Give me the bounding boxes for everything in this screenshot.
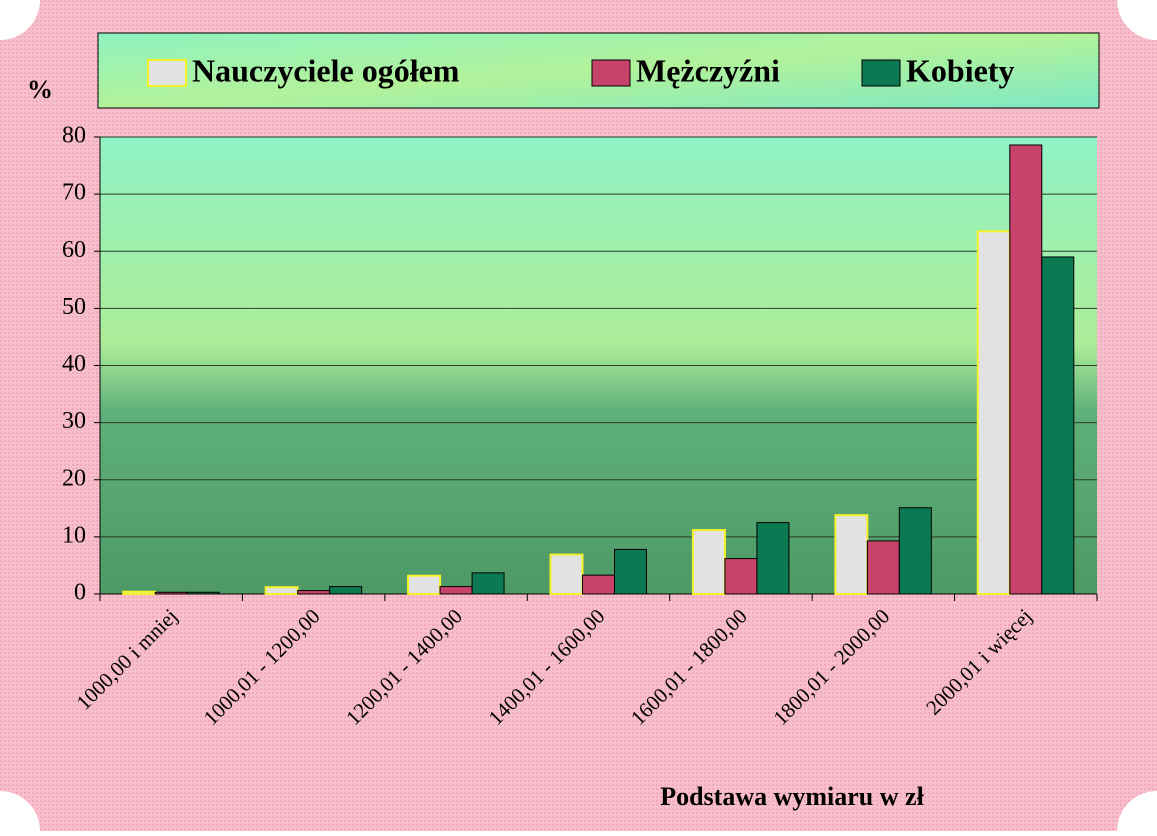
y-tick-label: 60 — [62, 237, 86, 263]
bar — [1009, 144, 1043, 595]
y-tick-label: 50 — [62, 294, 86, 320]
legend-label: Mężczyźni — [636, 52, 780, 88]
legend-label: Kobiety — [906, 52, 1014, 88]
bar — [691, 529, 726, 596]
y-axis-label: % — [27, 75, 53, 104]
bar — [976, 230, 1011, 595]
legend-label: Nauczyciele ogółem — [192, 52, 460, 88]
bar — [264, 586, 299, 596]
legend-swatch — [591, 59, 631, 87]
bar — [549, 553, 584, 595]
bar — [1041, 256, 1075, 595]
bar — [866, 540, 900, 595]
y-tick-label: 10 — [62, 522, 86, 548]
bar — [471, 572, 505, 595]
bar — [154, 591, 188, 595]
y-tick-label: 40 — [62, 351, 86, 377]
bar — [407, 574, 442, 595]
bar — [582, 574, 615, 595]
bar — [439, 586, 473, 595]
bar — [834, 514, 869, 595]
y-tick-label: 80 — [62, 123, 86, 149]
bar — [122, 590, 157, 596]
y-tick-label: 30 — [62, 408, 86, 434]
bar — [186, 591, 220, 595]
bar — [756, 522, 790, 595]
bar — [297, 590, 331, 595]
legend-swatch — [147, 59, 187, 87]
x-axis-label: Podstawa wymiaru w zł — [660, 782, 924, 811]
bar — [329, 586, 363, 595]
bar — [898, 507, 932, 595]
bar — [724, 558, 758, 595]
y-tick-label: 70 — [62, 180, 86, 206]
y-tick-label: 20 — [62, 465, 86, 491]
bar — [614, 548, 647, 595]
legend-swatch — [861, 59, 901, 87]
y-tick-label: 0 — [74, 580, 86, 606]
